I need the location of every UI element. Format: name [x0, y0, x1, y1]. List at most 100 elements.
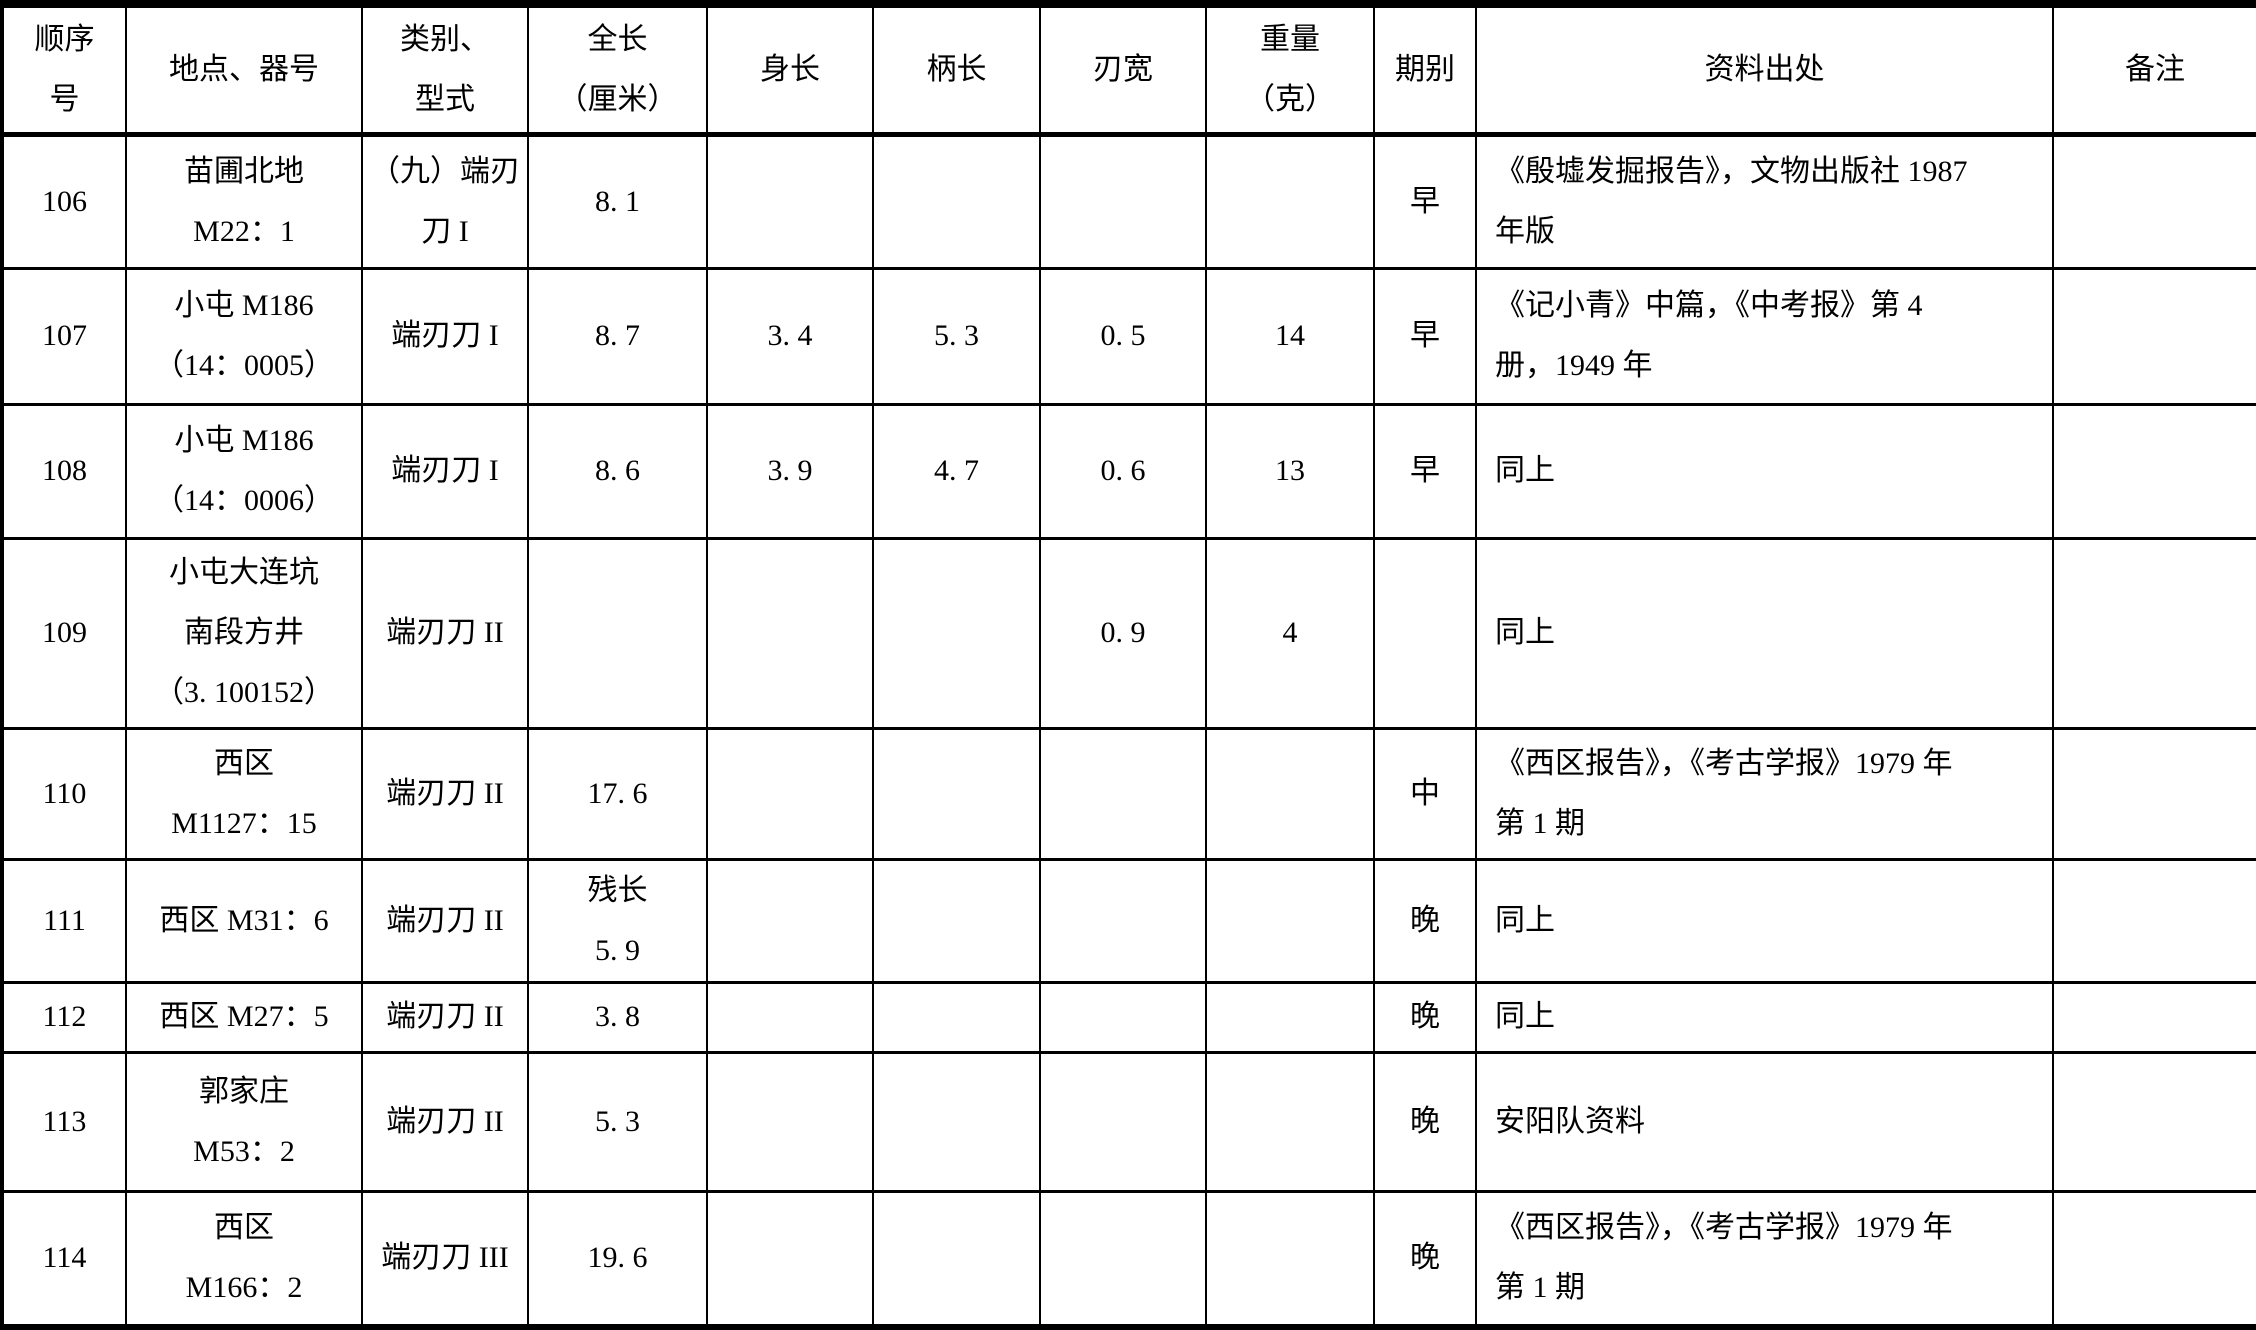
table-cell-type: （九）端刃 刀 I: [361, 132, 529, 270]
column-header-notes: 备注: [2052, 2, 2256, 137]
table-cell-body-length: [706, 726, 874, 861]
table-cell-period: 中: [1373, 726, 1477, 861]
table-cell-blade-width: [1039, 726, 1207, 861]
table-cell-site: 西区 M166：2: [125, 1189, 363, 1329]
table-cell-period: 晚: [1373, 857, 1477, 984]
column-header-site: 地点、器号: [125, 2, 363, 137]
table-cell-weight: [1205, 1189, 1375, 1329]
table-cell-site: 西区 M27：5: [125, 980, 363, 1054]
table-cell-total-length: 5. 3: [527, 1050, 708, 1193]
column-header-source: 资料出处: [1475, 2, 2054, 137]
table-cell-body-length: [706, 857, 874, 984]
table-row: 112 西区 M27：5 端刃刀 II 3. 8 晚同上: [1, 980, 2256, 1054]
table-cell-period: [1373, 536, 1477, 730]
table-cell-handle-length: [872, 857, 1041, 984]
table-cell-blade-width: [1039, 1189, 1207, 1329]
table-cell-total-length: 8. 6: [527, 402, 708, 540]
table-cell-seq: 107: [1, 266, 127, 406]
table-cell-period: 晚: [1373, 980, 1477, 1054]
table-cell-source: 同上: [1475, 857, 2054, 984]
table-cell-site: 小屯 M186 （14：0006）: [125, 402, 363, 540]
table-cell-seq: 110: [1, 726, 127, 861]
table-row: 109 小屯大连坑 南段方井 （3. 100152） 端刃刀 II 0. 9 4 同上: [1, 536, 2256, 730]
table-cell-notes: [2052, 132, 2256, 270]
table-cell-handle-length: 4. 7: [872, 402, 1041, 540]
table-cell-notes: [2052, 857, 2256, 984]
table-cell-body-length: [706, 1189, 874, 1329]
table-cell-source: 《西区报告》，《考古学报》1979 年 第 1 期: [1475, 1189, 2054, 1329]
table-cell-site: 小屯大连坑 南段方井 （3. 100152）: [125, 536, 363, 730]
table-cell-seq: 109: [1, 536, 127, 730]
table-cell-total-length: 残长 5. 9: [527, 857, 708, 984]
table-cell-weight: [1205, 857, 1375, 984]
table-cell-type: 端刃刀 I: [361, 402, 529, 540]
column-header-period: 期别: [1373, 2, 1477, 137]
table-cell-period: 早: [1373, 266, 1477, 406]
table-cell-blade-width: 0. 5: [1039, 266, 1207, 406]
column-header-blade-width: 刃宽: [1039, 2, 1207, 137]
column-header-handle-length: 柄长: [872, 2, 1041, 137]
table-cell-seq: 108: [1, 402, 127, 540]
table-cell-source: 同上: [1475, 980, 2054, 1054]
table-cell-source: 同上: [1475, 402, 2054, 540]
table-cell-period: 早: [1373, 132, 1477, 270]
table-cell-body-length: [706, 132, 874, 270]
table-cell-blade-width: 0. 9: [1039, 536, 1207, 730]
table-cell-notes: [2052, 1050, 2256, 1193]
table-cell-seq: 114: [1, 1189, 127, 1329]
table-cell-weight: [1205, 132, 1375, 270]
table-cell-period: 晚: [1373, 1050, 1477, 1193]
table-cell-blade-width: [1039, 132, 1207, 270]
table-cell-body-length: 3. 4: [706, 266, 874, 406]
table-cell-handle-length: [872, 726, 1041, 861]
table-cell-blade-width: [1039, 1050, 1207, 1193]
table-row: 111 西区 M31：6 端刃刀 II 残长 5. 9 晚同上: [1, 857, 2256, 984]
column-header-total-length: 全长 （厘米）: [527, 2, 708, 137]
table-cell-handle-length: [872, 980, 1041, 1054]
column-header-body-length: 身长: [706, 2, 874, 137]
table-cell-body-length: [706, 536, 874, 730]
table-cell-period: 早: [1373, 402, 1477, 540]
table-cell-body-length: [706, 980, 874, 1054]
table-cell-source: 安阳队资料: [1475, 1050, 2054, 1193]
table-row: 108 小屯 M186 （14：0006） 端刃刀 I 8. 6 3. 9 4. 7 0. …: [1, 402, 2256, 540]
table-cell-handle-length: [872, 1189, 1041, 1329]
table-cell-weight: 13: [1205, 402, 1375, 540]
table-cell-type: 端刃刀 II: [361, 536, 529, 730]
table-cell-body-length: [706, 1050, 874, 1193]
table-row: 110 西区 M1127：15 端刃刀 II 17. 6 中《西区报告》，《考古学报》1…: [1, 726, 2256, 861]
table-cell-type: 端刃刀 III: [361, 1189, 529, 1329]
table-cell-total-length: [527, 536, 708, 730]
column-header-type: 类别、 型式: [361, 2, 529, 137]
table-row: 113 郭家庄 M53：2 端刃刀 II 5. 3 晚安阳队资料: [1, 1050, 2256, 1193]
table-cell-period: 晚: [1373, 1189, 1477, 1329]
table-cell-seq: 112: [1, 980, 127, 1054]
table-cell-weight: 14: [1205, 266, 1375, 406]
table-cell-site: 小屯 M186 （14：0005）: [125, 266, 363, 406]
table-cell-body-length: 3. 9: [706, 402, 874, 540]
table-cell-notes: [2052, 726, 2256, 861]
table-cell-total-length: 8. 7: [527, 266, 708, 406]
table-cell-notes: [2052, 980, 2256, 1054]
table-cell-source: 《殷墟发掘报告》，文物出版社 1987 年版: [1475, 132, 2054, 270]
table-cell-weight: [1205, 980, 1375, 1054]
table-row: 114 西区 M166：2 端刃刀 III 19. 6 晚《西区报告》，《考古学报》19…: [1, 1189, 2256, 1329]
table-cell-site: 郭家庄 M53：2: [125, 1050, 363, 1193]
column-header-weight: 重量 （克）: [1205, 2, 1375, 137]
table-cell-handle-length: [872, 1050, 1041, 1193]
table-cell-notes: [2052, 266, 2256, 406]
table-cell-type: 端刃刀 II: [361, 980, 529, 1054]
table-cell-notes: [2052, 536, 2256, 730]
table-cell-type: 端刃刀 I: [361, 266, 529, 406]
table-cell-notes: [2052, 402, 2256, 540]
header-row: 顺序 号 地点、器号 类别、 型式 全长 （厘米） 身长 柄长 刃宽 重量 （克…: [1, 2, 2256, 137]
table-cell-total-length: 17. 6: [527, 726, 708, 861]
table-cell-blade-width: [1039, 857, 1207, 984]
table-header: 顺序 号 地点、器号 类别、 型式 全长 （厘米） 身长 柄长 刃宽 重量 （克…: [1, 2, 2256, 137]
table-body: 106 苗圃北地 M22：1 （九）端刃 刀 I 8. 1 早《殷墟发掘报告》，文物出版…: [1, 132, 2256, 1329]
table-cell-total-length: 19. 6: [527, 1189, 708, 1329]
table-cell-site: 苗圃北地 M22：1: [125, 132, 363, 270]
table-cell-notes: [2052, 1189, 2256, 1329]
table-cell-weight: [1205, 1050, 1375, 1193]
